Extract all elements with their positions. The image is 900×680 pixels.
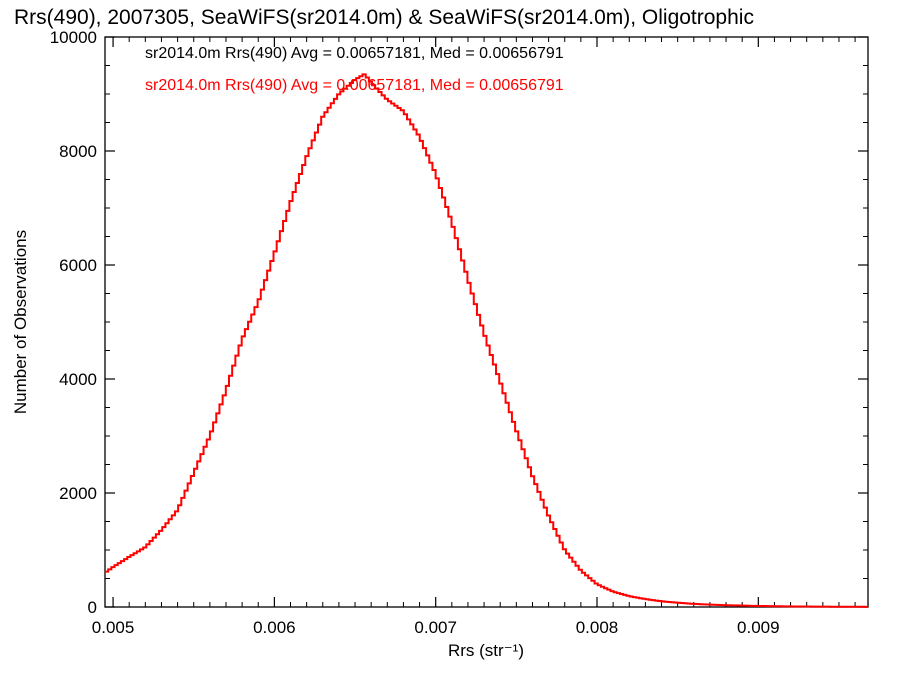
y-tick-label: 10000: [50, 28, 97, 47]
y-tick-label: 2000: [59, 484, 97, 503]
annotation-red: sr2014.0m Rrs(490) Avg = 0.00657181, Med…: [145, 77, 564, 94]
y-tick-label: 8000: [59, 142, 97, 161]
x-axis-label: Rrs (str⁻¹): [448, 641, 524, 660]
x-axis-ticks: 0.005 0.006 0.007 0.008 0.009: [92, 37, 856, 637]
y-tick-label: 4000: [59, 370, 97, 389]
x-tick-label: 0.006: [253, 618, 296, 637]
x-tick-label: 0.008: [576, 618, 619, 637]
y-axis-ticks: 0 2000 4000 6000 8000 10000: [50, 28, 868, 617]
series-layer: [105, 73, 868, 608]
plot-frame: [104, 36, 869, 608]
x-tick-label: 0.007: [414, 618, 457, 637]
x-tick-label: 0.005: [92, 618, 135, 637]
x-tick-label: 0.009: [737, 618, 780, 637]
y-tick-label: 6000: [59, 256, 97, 275]
annotation-black: sr2014.0m Rrs(490) Avg = 0.00657181, Med…: [145, 45, 564, 62]
y-axis-label: Number of Observations: [11, 230, 30, 414]
series-line: [105, 73, 868, 608]
chart-title: Rrs(490), 2007305, SeaWiFS(sr2014.0m) & …: [14, 6, 754, 29]
y-tick-label: 0: [88, 598, 97, 617]
